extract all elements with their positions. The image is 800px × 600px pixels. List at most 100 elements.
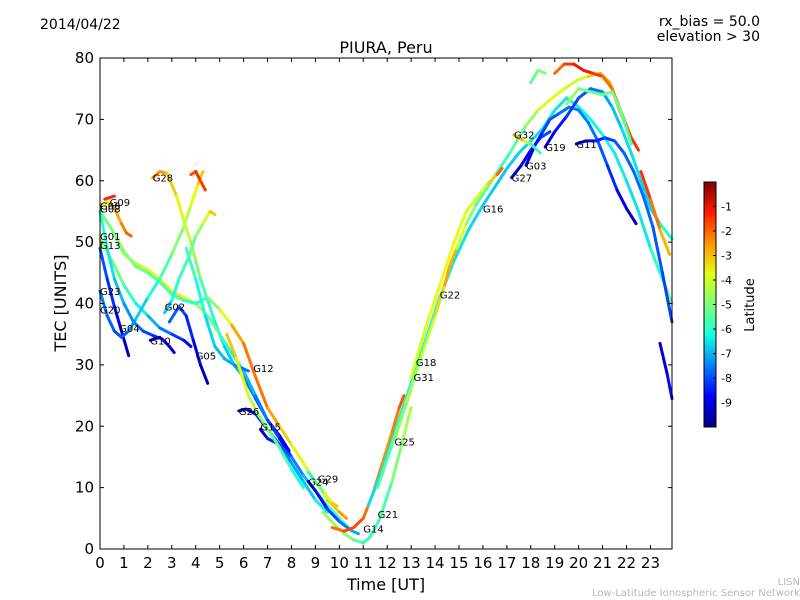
- x-tick-label: 14: [426, 554, 445, 572]
- x-tick-label: 3: [167, 554, 177, 572]
- series-segment: [625, 179, 640, 213]
- series-segment: [586, 120, 600, 143]
- series-segment: [199, 363, 210, 385]
- series-segment: [493, 167, 509, 189]
- series-segment: [529, 142, 542, 155]
- y-tick-label: 80: [75, 49, 94, 67]
- series-segment: [146, 268, 162, 281]
- series-segment: [313, 498, 329, 514]
- x-tick-label: 19: [545, 554, 564, 572]
- x-tick-label: 9: [311, 554, 321, 572]
- series-segment: [278, 443, 293, 459]
- series-segment: [390, 443, 404, 483]
- series-segment: [184, 314, 195, 342]
- series-g28: [151, 170, 291, 453]
- series-segment: [218, 308, 234, 327]
- x-tick-label: 17: [497, 554, 516, 572]
- series-segment: [553, 96, 569, 112]
- series-segment: [620, 111, 633, 146]
- series-g10: [148, 335, 162, 342]
- x-tick-label: 1: [119, 554, 129, 572]
- series-segment: [223, 357, 236, 367]
- series-segment: [163, 298, 174, 315]
- series-segment: [641, 194, 655, 229]
- series-segment: [498, 148, 514, 170]
- series-segment: [194, 170, 202, 183]
- series-segment: [278, 424, 293, 447]
- series-segment: [160, 337, 171, 348]
- series-segment: [378, 480, 394, 520]
- series-segment: [620, 127, 633, 155]
- x-ticks: 0 1 2 3 4 5 6 7 8 9 10 11 12 13 14 15 16 17 18 19 20 21 22 23: [95, 58, 660, 572]
- series-segment: [419, 314, 437, 361]
- series-segment: [476, 182, 490, 198]
- series-segment: [167, 345, 176, 355]
- series-segment: [206, 314, 222, 336]
- series-layer: [98, 62, 674, 545]
- series-segment: [112, 329, 123, 339]
- series-label: G32: [514, 131, 534, 142]
- series-segment: [146, 277, 162, 299]
- series-segment: [165, 171, 179, 198]
- colorbar-tick-label: -2: [721, 225, 732, 238]
- series-label: G28: [153, 174, 173, 185]
- colorbar-tick-label: -9: [721, 397, 732, 410]
- series-segment: [486, 173, 499, 186]
- series-segment: [306, 470, 317, 483]
- series-segment: [187, 234, 198, 259]
- series-segment: [464, 203, 478, 226]
- x-tick-label: 11: [354, 554, 373, 572]
- elevation-text: elevation > 30: [656, 29, 760, 45]
- series-g11: [574, 136, 674, 324]
- series-label: G26: [239, 407, 259, 418]
- series-segment: [254, 375, 269, 410]
- series-segment: [368, 516, 382, 539]
- colorbar-tick-label: -7: [721, 348, 732, 361]
- series-segment: [218, 332, 234, 355]
- series-segment: [208, 209, 217, 216]
- series-segment: [622, 151, 636, 173]
- series-segment: [409, 326, 427, 379]
- series-segment: [610, 90, 624, 115]
- series-g05: [167, 305, 210, 385]
- series-segment: [352, 538, 365, 545]
- x-tick-label: 8: [287, 554, 297, 572]
- series-segment: [105, 246, 116, 281]
- series-segment: [589, 117, 605, 137]
- y-ticks: 0 10 20 30 40 50 60 70 80: [75, 49, 672, 558]
- series-segment: [337, 510, 348, 520]
- series-segment: [538, 130, 552, 140]
- series-segment: [98, 209, 109, 250]
- colorbar: -1 -2 -3 -4 -5 -6 -7 -8 -9 Latitude: [703, 181, 758, 428]
- series-segment: [112, 277, 126, 305]
- series-segment: [230, 323, 246, 345]
- series-segment: [191, 338, 202, 367]
- series-label: G24: [308, 478, 328, 489]
- series-segment: [134, 295, 150, 321]
- series-segment: [572, 62, 585, 72]
- series-segment: [550, 87, 566, 100]
- series-g22: [376, 71, 631, 490]
- series-label: G15: [260, 422, 280, 433]
- series-segment: [519, 148, 533, 167]
- series-g03: [524, 105, 638, 226]
- x-tick-label: 6: [239, 554, 249, 572]
- series-segment: [529, 127, 545, 143]
- series-segment: [313, 489, 329, 511]
- x-tick-label: 13: [402, 554, 421, 572]
- series-segment: [565, 87, 581, 106]
- series-segment: [330, 526, 346, 533]
- series-segment: [553, 62, 566, 75]
- series-segment: [625, 206, 638, 226]
- series-label: G27: [512, 174, 532, 185]
- series-segment: [629, 151, 643, 183]
- series-segment: [148, 335, 162, 342]
- series-n7: [225, 332, 305, 490]
- y-tick-label: 0: [84, 540, 94, 558]
- series-n5: [565, 87, 633, 146]
- series-g26: [237, 407, 329, 514]
- x-tick-label: 18: [521, 554, 540, 572]
- series-segment: [313, 480, 327, 496]
- series-label: G20: [100, 306, 120, 317]
- series-n1: [189, 170, 207, 192]
